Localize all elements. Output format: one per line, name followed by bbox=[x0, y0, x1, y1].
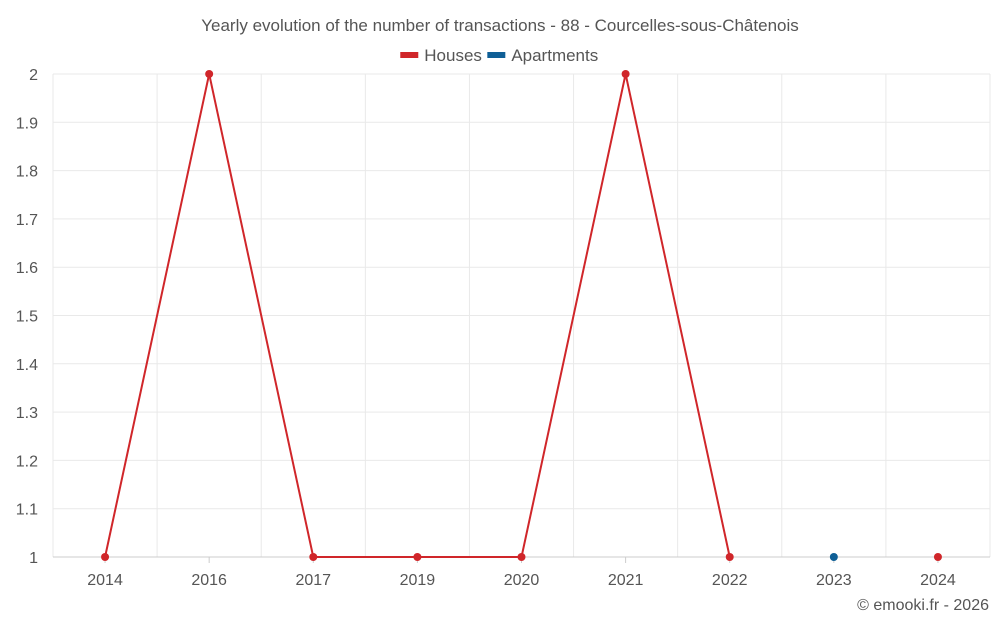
houses-line-segment bbox=[624, 73, 731, 558]
x-tick-label: 2021 bbox=[608, 572, 644, 589]
y-tick-label: 1.5 bbox=[16, 309, 38, 326]
x-tick-label: 2019 bbox=[400, 572, 436, 589]
y-tick-label: 1.9 bbox=[16, 115, 38, 132]
legend-swatch bbox=[487, 52, 506, 58]
y-tick-label: 1.7 bbox=[16, 212, 38, 229]
apartments-point[interactable] bbox=[829, 553, 838, 561]
houses-line-segment bbox=[208, 73, 315, 558]
legend-item-houses[interactable]: Houses bbox=[400, 46, 482, 65]
houses-line-segment bbox=[520, 73, 627, 558]
credit-text: © emooki.fr - 2026 bbox=[857, 597, 989, 614]
houses-point[interactable] bbox=[413, 553, 422, 561]
x-tick-label: 2022 bbox=[712, 572, 748, 589]
x-axis-ticks: 2014 2016 2017 2019 2020 2021 2022 2023 2024 bbox=[87, 557, 956, 589]
chart-title: Yearly evolution of the number of transa… bbox=[201, 16, 799, 35]
houses-point[interactable] bbox=[101, 553, 110, 561]
houses-point[interactable] bbox=[621, 70, 630, 78]
legend-item-apartments[interactable]: Apartments bbox=[487, 46, 598, 65]
houses-point[interactable] bbox=[517, 553, 526, 561]
houses-point[interactable] bbox=[725, 553, 734, 561]
y-tick-label: 1.8 bbox=[16, 164, 38, 181]
legend-label: Apartments bbox=[511, 46, 598, 65]
houses-point[interactable] bbox=[309, 553, 318, 561]
x-tick-label: 2017 bbox=[295, 572, 331, 589]
series bbox=[101, 70, 942, 561]
y-tick-label: 1 bbox=[29, 550, 38, 567]
legend-swatch bbox=[400, 52, 419, 58]
houses-line-segment bbox=[104, 73, 211, 558]
y-axis-ticks: 1 1.1 1.2 1.3 1.4 1.5 1.6 1.7 1.8 1.9 2 bbox=[16, 67, 38, 567]
houses-point[interactable] bbox=[205, 70, 214, 78]
legend-label: Houses bbox=[424, 46, 482, 65]
y-tick-label: 1.6 bbox=[16, 260, 38, 277]
x-tick-label: 2014 bbox=[87, 572, 123, 589]
y-tick-label: 1.3 bbox=[16, 405, 38, 422]
y-tick-label: 1.2 bbox=[16, 453, 38, 470]
x-tick-label: 2020 bbox=[504, 572, 540, 589]
houses-point[interactable] bbox=[933, 553, 942, 561]
y-tick-label: 1.1 bbox=[16, 502, 38, 519]
legend: Houses Apartments bbox=[400, 46, 598, 65]
x-tick-label: 2023 bbox=[816, 572, 852, 589]
x-tick-label: 2016 bbox=[191, 572, 227, 589]
y-tick-label: 1.4 bbox=[16, 357, 38, 374]
x-tick-label: 2024 bbox=[920, 572, 956, 589]
y-tick-label: 2 bbox=[29, 67, 38, 84]
